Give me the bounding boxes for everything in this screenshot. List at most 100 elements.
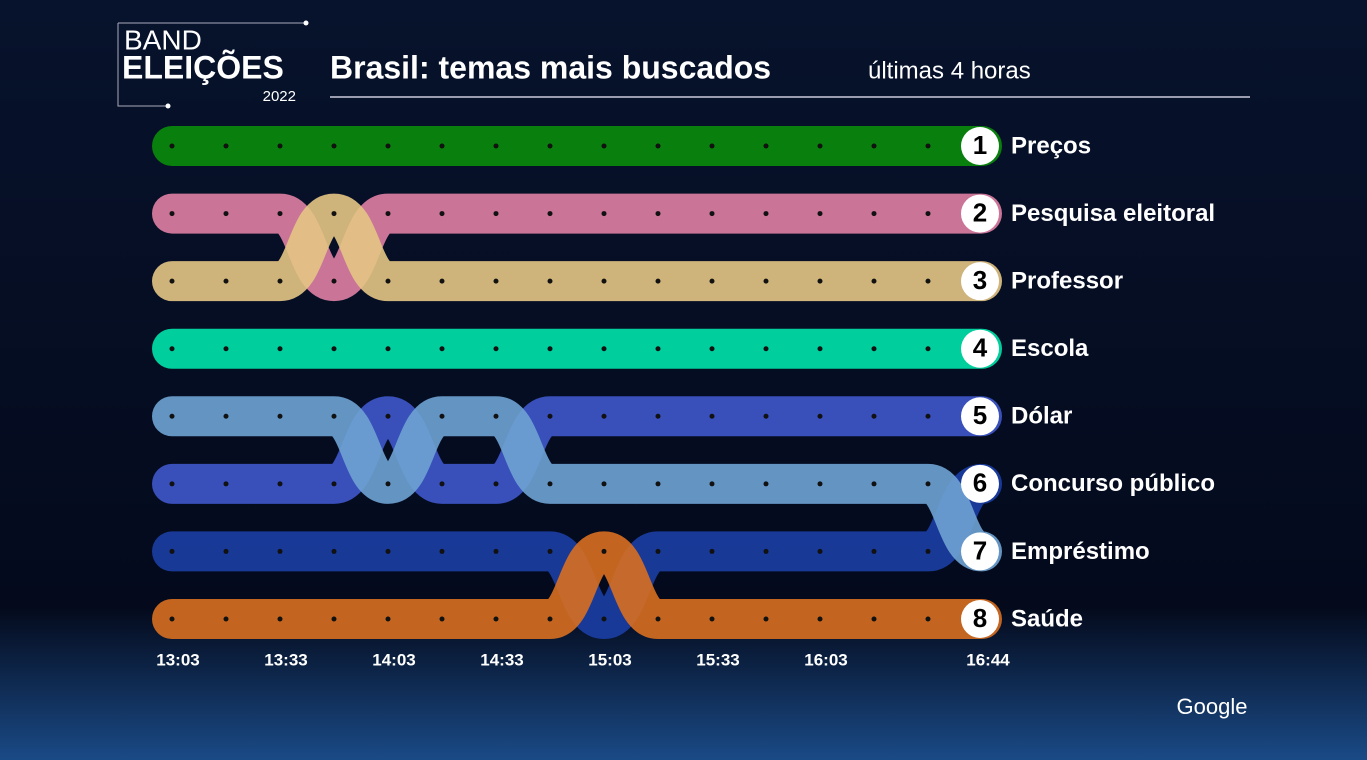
- point: [925, 346, 931, 352]
- point: [601, 481, 607, 487]
- point: [439, 548, 445, 554]
- x-tick-label: 16:44: [966, 650, 1010, 669]
- series-line: [152, 193, 1002, 302]
- point: [709, 548, 715, 554]
- point: [547, 616, 553, 622]
- logo-year: 2022: [263, 88, 296, 105]
- point: [925, 413, 931, 419]
- point: [655, 413, 661, 419]
- legend-label: Escola: [1011, 335, 1089, 362]
- point: [385, 413, 391, 419]
- point: [331, 346, 337, 352]
- point: [601, 143, 607, 149]
- point: [925, 616, 931, 622]
- rank-badge: [961, 532, 999, 571]
- point: [439, 278, 445, 284]
- point: [385, 548, 391, 554]
- point: [763, 143, 769, 149]
- point: [601, 278, 607, 284]
- point: [277, 481, 283, 487]
- rank-number: 4: [973, 333, 988, 363]
- legend-label: Saúde: [1011, 605, 1083, 632]
- rank-badge: [961, 262, 999, 301]
- point: [169, 481, 175, 487]
- point: [169, 346, 175, 352]
- point: [277, 616, 283, 622]
- point: [817, 278, 823, 284]
- point: [763, 211, 769, 217]
- point: [169, 616, 175, 622]
- point: [763, 616, 769, 622]
- point: [871, 346, 877, 352]
- point: [817, 481, 823, 487]
- point: [763, 481, 769, 487]
- legend-label: Professor: [1011, 267, 1123, 294]
- point: [547, 278, 553, 284]
- plot: 1 Preços 2 Pesquisa eleitoral 3 Professor 4 Esc…: [152, 126, 1215, 669]
- point: [763, 413, 769, 419]
- rank-badge: [961, 464, 999, 503]
- chart-subtitle: últimas 4 horas: [868, 57, 1031, 84]
- point: [871, 211, 877, 217]
- point: [331, 143, 337, 149]
- rank-badge: [961, 397, 999, 436]
- point: [601, 548, 607, 554]
- point: [817, 548, 823, 554]
- point: [493, 278, 499, 284]
- point: [439, 616, 445, 622]
- point: [493, 481, 499, 487]
- brand: Google: [1177, 694, 1248, 719]
- point: [169, 278, 175, 284]
- point: [763, 548, 769, 554]
- point: [871, 616, 877, 622]
- x-tick-label: 14:33: [480, 650, 523, 669]
- point: [439, 211, 445, 217]
- logo: BAND ELEIÇÕES 2022: [117, 20, 309, 109]
- point: [277, 211, 283, 217]
- x-tick-label: 14:03: [372, 650, 415, 669]
- point: [601, 346, 607, 352]
- point: [277, 143, 283, 149]
- point: [223, 548, 229, 554]
- legend-label: Preços: [1011, 132, 1091, 159]
- point: [871, 413, 877, 419]
- point: [655, 211, 661, 217]
- legend-label: Dólar: [1011, 403, 1072, 430]
- point: [817, 616, 823, 622]
- point: [601, 413, 607, 419]
- point: [709, 143, 715, 149]
- point: [709, 413, 715, 419]
- point: [277, 548, 283, 554]
- rank-number: 3: [973, 265, 987, 295]
- point: [925, 211, 931, 217]
- rank-badge: [961, 329, 999, 368]
- point: [601, 616, 607, 622]
- point: [331, 616, 337, 622]
- point: [493, 616, 499, 622]
- point: [169, 548, 175, 554]
- point: [223, 616, 229, 622]
- point: [547, 211, 553, 217]
- point: [493, 143, 499, 149]
- point: [547, 481, 553, 487]
- point: [709, 481, 715, 487]
- point: [223, 413, 229, 419]
- logo-text: ELEIÇÕES: [122, 49, 284, 85]
- x-tick-label: 13:03: [156, 650, 199, 669]
- rank-number: 6: [973, 468, 987, 498]
- point: [925, 481, 931, 487]
- point: [493, 548, 499, 554]
- point: [655, 143, 661, 149]
- point: [169, 413, 175, 419]
- x-tick-label: 13:33: [264, 650, 307, 669]
- point: [331, 548, 337, 554]
- point: [277, 346, 283, 352]
- point: [277, 278, 283, 284]
- rank-number: 7: [973, 535, 987, 565]
- point: [709, 616, 715, 622]
- point: [925, 278, 931, 284]
- point: [655, 481, 661, 487]
- point: [925, 548, 931, 554]
- legend-label: Empréstimo: [1011, 538, 1150, 565]
- point: [871, 548, 877, 554]
